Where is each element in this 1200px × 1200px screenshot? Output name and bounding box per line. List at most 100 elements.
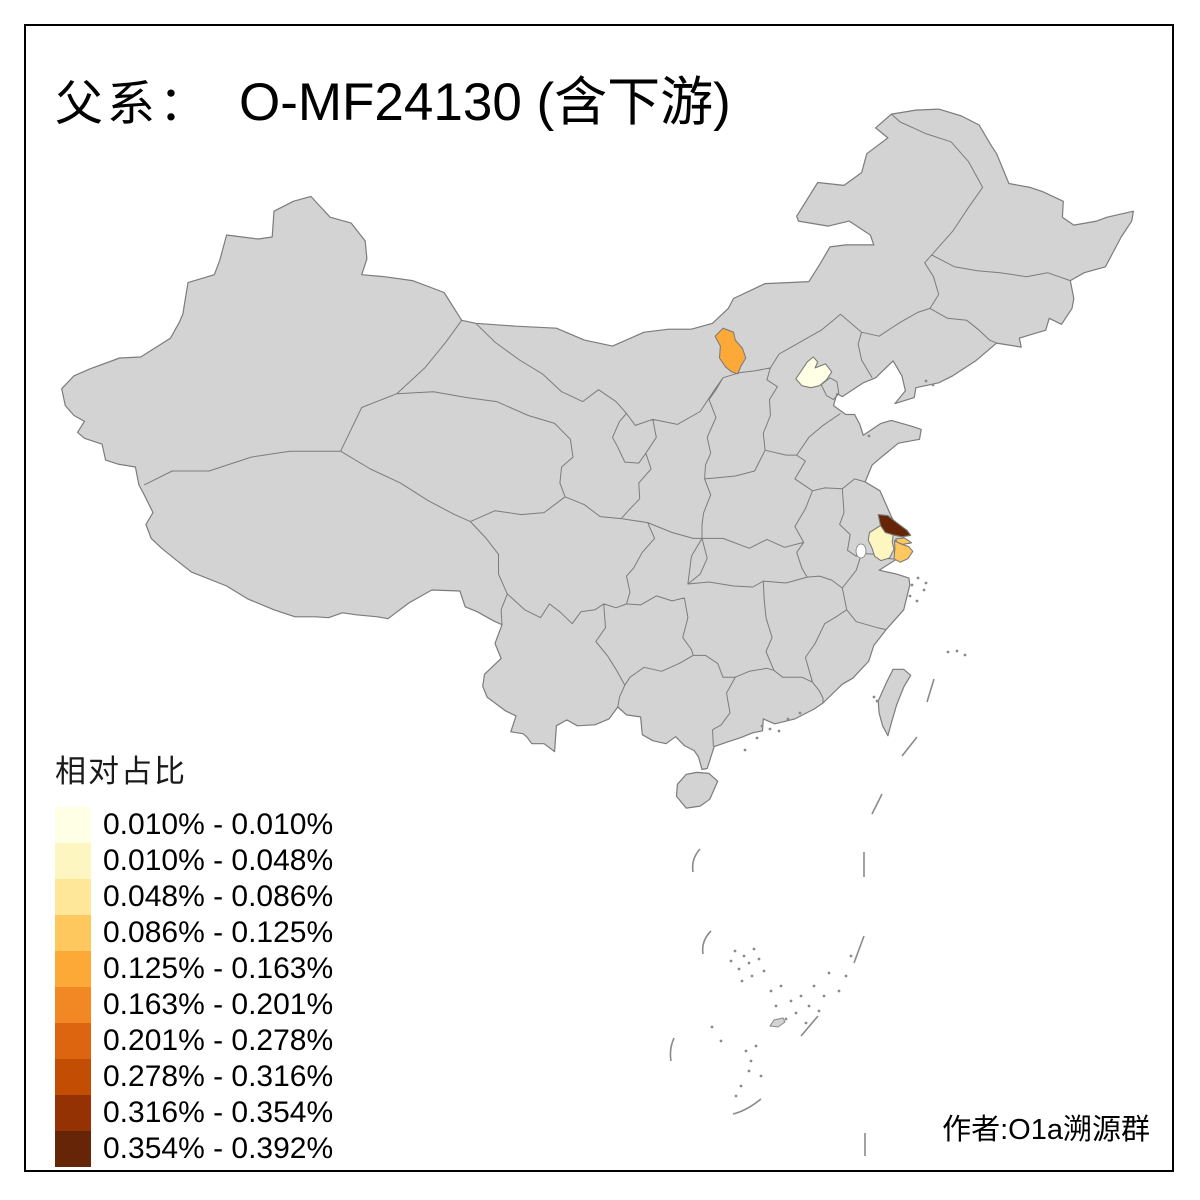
legend-swatch [55, 951, 91, 987]
island-dot [750, 974, 754, 978]
mainland-shape [61, 108, 1134, 770]
legend-label: 0.048% - 0.086% [103, 880, 334, 913]
legend-swatch [55, 879, 91, 915]
legend-swatch [55, 1059, 91, 1095]
island-dot [740, 979, 744, 983]
island-dot [798, 711, 802, 715]
region-ulanqab-inner-mongolia [714, 327, 747, 375]
region-shanghai [893, 540, 914, 563]
island-dot [759, 1074, 763, 1078]
island-dot [817, 1009, 821, 1013]
island-dot [849, 954, 853, 958]
region-beijing [795, 356, 833, 389]
island-dot [924, 581, 928, 585]
region-suzhou [867, 524, 895, 562]
legend-swatch [55, 915, 91, 951]
island-dot [754, 1044, 758, 1048]
island-dot [769, 989, 773, 993]
island-dot [908, 594, 912, 598]
legend-label: 0.125% - 0.163% [103, 952, 334, 985]
legend-label: 0.201% - 0.278% [103, 1024, 334, 1057]
island-dot [737, 967, 741, 971]
island-dot [804, 1021, 808, 1025]
hainan-island-shape [675, 771, 719, 809]
legend-label: 0.010% - 0.010% [103, 808, 334, 841]
island-dot [916, 576, 920, 580]
legend-item: 0.278% - 0.316% [55, 1059, 333, 1095]
legend-label: 0.278% - 0.316% [103, 1060, 334, 1093]
island-dot [757, 957, 761, 961]
island-dot [739, 1084, 743, 1088]
legend-label: 0.354% - 0.392% [103, 1132, 334, 1165]
island-dot [743, 748, 747, 752]
island-dot [875, 699, 879, 703]
taihu-lake [855, 543, 867, 559]
island-dot [755, 736, 759, 740]
legend: 相对占比 0.010% - 0.010% 0.010% - 0.048% 0.048… [55, 746, 333, 1167]
island-dot [779, 984, 783, 988]
legend-item: 0.010% - 0.010% [55, 807, 333, 843]
island-dot [872, 695, 876, 699]
island-dot [794, 1011, 798, 1015]
legend-item: 0.125% - 0.163% [55, 951, 333, 987]
island-dot [777, 729, 781, 733]
legend-swatch [55, 987, 91, 1023]
legend-swatch [55, 843, 91, 879]
legend-label: 0.316% - 0.354% [103, 1096, 334, 1129]
island-dot [786, 717, 790, 721]
island-dot [747, 1069, 751, 1073]
island-dot [734, 1094, 738, 1098]
island-dot [955, 649, 959, 653]
island-dot [710, 1025, 714, 1029]
legend-swatch [55, 1095, 91, 1131]
island-dot [915, 599, 919, 603]
legend-label: 0.163% - 0.201% [103, 988, 334, 1021]
legend-swatch [55, 1023, 91, 1059]
legend-item: 0.201% - 0.278% [55, 1023, 333, 1059]
title-haplogroup: O-MF24130 (含下游) [239, 73, 731, 132]
island-dot [922, 588, 926, 592]
plot-title: 父系： O-MF24130 (含下游) [55, 60, 731, 136]
island-dot [768, 727, 772, 731]
island-dot [807, 1004, 811, 1008]
island-dot [729, 959, 733, 963]
island-dot [963, 653, 967, 657]
legend-label: 0.010% - 0.048% [103, 844, 334, 877]
nine-dash-line [669, 678, 935, 1156]
island-dot [760, 724, 764, 728]
legend-swatch [55, 807, 91, 843]
island-dot [910, 583, 914, 587]
island-dot [946, 650, 950, 654]
legend-item: 0.086% - 0.125% [55, 915, 333, 951]
island-dot [867, 434, 871, 438]
legend-item: 0.048% - 0.086% [55, 879, 333, 915]
island-dot [744, 1049, 748, 1053]
island-dot [827, 971, 831, 975]
legend-item: 0.316% - 0.354% [55, 1095, 333, 1131]
island-dot [747, 961, 751, 965]
legend-swatch [55, 1131, 91, 1167]
island-dot [742, 954, 746, 958]
island-dot [844, 974, 848, 978]
province-borders [143, 113, 1071, 747]
island-dot [789, 999, 793, 1003]
taiwan-island-shape [877, 668, 912, 737]
island-dot [752, 947, 756, 951]
island-dot [784, 1017, 788, 1021]
island-dot [762, 969, 766, 973]
legend-title: 相对占比 [55, 754, 187, 789]
island-dot [812, 984, 816, 988]
island-dot [822, 994, 826, 998]
title-prefix: 父系： [55, 78, 212, 131]
island-dot [749, 1059, 753, 1063]
legend-item: 0.163% - 0.201% [55, 987, 333, 1023]
island-dot [719, 1039, 723, 1043]
island-dot [837, 989, 841, 993]
legend-label: 0.086% - 0.125% [103, 916, 334, 949]
island-dot [774, 1004, 778, 1008]
island-dot [799, 994, 803, 998]
island-dot [931, 383, 935, 387]
island-blob [769, 1017, 786, 1028]
